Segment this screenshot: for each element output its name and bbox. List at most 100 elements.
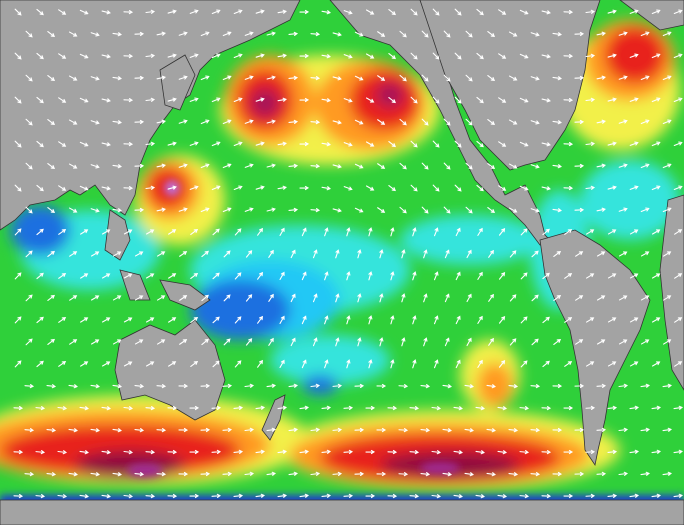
arrow bbox=[585, 405, 596, 411]
arrow bbox=[368, 271, 373, 281]
arrow bbox=[68, 472, 79, 477]
arrow bbox=[157, 251, 166, 257]
arrow bbox=[123, 361, 133, 367]
arrow bbox=[377, 119, 386, 125]
arrow bbox=[498, 53, 507, 59]
arrow bbox=[596, 295, 606, 301]
arrow bbox=[189, 185, 199, 190]
arrow bbox=[433, 271, 439, 281]
arrow bbox=[530, 384, 541, 389]
arrow bbox=[233, 493, 244, 498]
arrow bbox=[519, 406, 530, 411]
arrow bbox=[299, 449, 310, 454]
arrow bbox=[607, 361, 617, 367]
arrow bbox=[390, 271, 395, 281]
arrow bbox=[68, 75, 78, 81]
arrow bbox=[156, 428, 167, 433]
arrow bbox=[585, 493, 596, 499]
arrow bbox=[257, 271, 263, 280]
arrow bbox=[629, 53, 639, 58]
arrow bbox=[157, 339, 166, 345]
arrow bbox=[530, 32, 540, 37]
arrow bbox=[145, 450, 156, 455]
arrow bbox=[189, 53, 199, 58]
arrow bbox=[257, 315, 263, 324]
arrow bbox=[156, 119, 166, 124]
arrow bbox=[498, 141, 507, 147]
arrow bbox=[365, 405, 376, 411]
arrow bbox=[244, 383, 255, 388]
arrow bbox=[476, 96, 484, 104]
arrow bbox=[346, 359, 351, 369]
arrow bbox=[640, 75, 650, 81]
arrow bbox=[25, 338, 33, 346]
arrow bbox=[563, 405, 574, 411]
arrow bbox=[57, 406, 68, 411]
arrow bbox=[69, 251, 78, 257]
arrow bbox=[552, 120, 563, 125]
arrow bbox=[178, 471, 189, 477]
arrow bbox=[509, 250, 517, 258]
arrow bbox=[618, 31, 628, 36]
arrow bbox=[212, 272, 220, 280]
arrow bbox=[466, 249, 472, 259]
arrow bbox=[190, 228, 199, 235]
arrow bbox=[475, 450, 486, 455]
arrow bbox=[266, 75, 276, 80]
arrow bbox=[189, 493, 200, 499]
arrow bbox=[552, 164, 563, 169]
arrow bbox=[299, 185, 310, 191]
arrow bbox=[299, 97, 310, 103]
arrow bbox=[69, 295, 78, 301]
arrow bbox=[145, 97, 156, 102]
arrow bbox=[607, 141, 617, 146]
arrow bbox=[168, 361, 177, 367]
arrow bbox=[310, 427, 321, 432]
arrow bbox=[651, 493, 662, 498]
arrow bbox=[167, 185, 177, 190]
arrow bbox=[464, 472, 475, 477]
arrow bbox=[233, 53, 243, 59]
arrow bbox=[432, 140, 440, 148]
arrow bbox=[541, 405, 552, 411]
arrow bbox=[25, 30, 33, 38]
arrow bbox=[541, 98, 551, 103]
arrow bbox=[58, 141, 67, 147]
arrow bbox=[662, 163, 672, 169]
arrow bbox=[509, 294, 517, 302]
arrow bbox=[596, 339, 606, 345]
arrow bbox=[376, 383, 387, 389]
arrow bbox=[47, 294, 55, 302]
arrow bbox=[222, 383, 233, 388]
arrow bbox=[80, 273, 89, 279]
arrow bbox=[68, 163, 78, 169]
arrow bbox=[90, 32, 100, 37]
arrow bbox=[508, 75, 518, 81]
arrow bbox=[423, 293, 428, 303]
arrow bbox=[444, 249, 450, 259]
arrow bbox=[530, 120, 540, 125]
arrow bbox=[662, 383, 673, 388]
arrow bbox=[410, 140, 418, 148]
arrow bbox=[79, 406, 90, 411]
arrow bbox=[245, 250, 253, 258]
arrow bbox=[674, 229, 683, 235]
arrow bbox=[47, 119, 56, 126]
arrow bbox=[25, 74, 33, 82]
arrow bbox=[498, 272, 506, 280]
arrow bbox=[90, 295, 100, 301]
arrow bbox=[443, 118, 451, 126]
arrow bbox=[299, 9, 310, 15]
arrow bbox=[332, 383, 343, 388]
arrow bbox=[629, 185, 639, 190]
arrow bbox=[14, 316, 22, 324]
arrow bbox=[35, 406, 46, 411]
arrow bbox=[90, 251, 100, 257]
arrow bbox=[200, 383, 211, 389]
arrow bbox=[25, 162, 33, 170]
arrow bbox=[332, 471, 343, 476]
arrow bbox=[58, 185, 67, 191]
arrow bbox=[552, 32, 563, 37]
arrow bbox=[346, 315, 351, 325]
arrow bbox=[629, 141, 639, 146]
